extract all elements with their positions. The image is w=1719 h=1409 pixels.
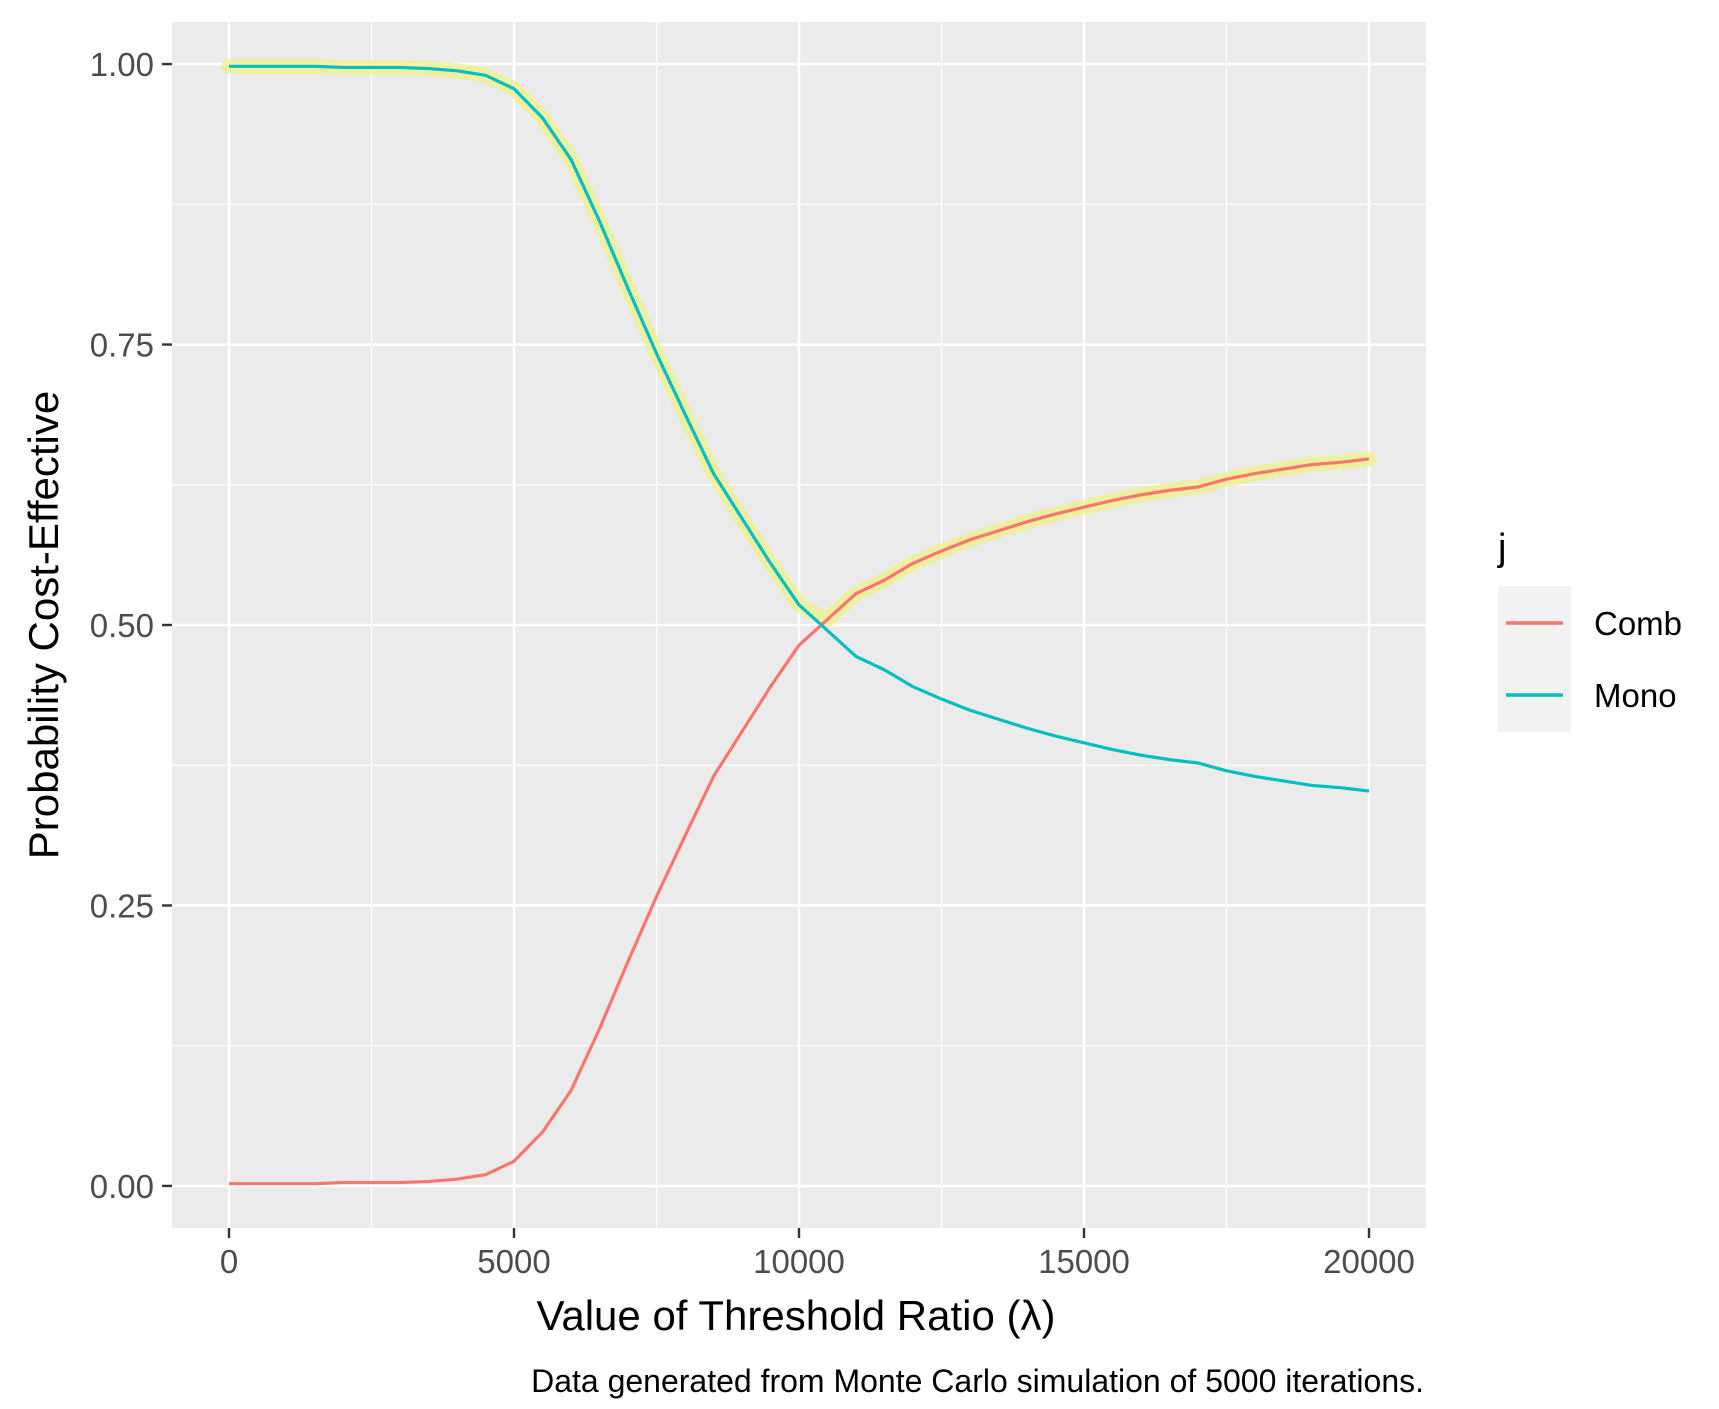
x-tick-label: 5000 (477, 1243, 550, 1280)
chart-caption: Data generated from Monte Carlo simulati… (531, 1363, 1424, 1399)
x-tick-label: 20000 (1323, 1243, 1415, 1280)
y-tick-label: 0.00 (90, 1168, 154, 1205)
y-tick-label: 0.25 (90, 887, 154, 924)
legend[interactable]: j Comb Mono (1497, 527, 1682, 732)
y-axis: 0.00 0.25 0.50 0.75 1.00 (90, 46, 172, 1205)
x-tick-label: 15000 (1038, 1243, 1130, 1280)
series-line-mono (229, 64, 1370, 793)
series-line-comb (229, 457, 1370, 1186)
legend-title: j (1497, 527, 1506, 569)
series-lines (229, 64, 1370, 1186)
y-tick-label: 0.50 (90, 607, 154, 644)
x-axis: 0 5000 10000 15000 20000 (220, 1228, 1415, 1280)
y-axis-title: Probability Cost-Effective (20, 391, 67, 859)
legend-items: Comb Mono (1506, 605, 1682, 714)
y-tick-label: 1.00 (90, 46, 154, 83)
y-tick-label: 0.75 (90, 327, 154, 364)
x-tick-label: 0 (220, 1243, 238, 1280)
legend-label-comb: Comb (1594, 605, 1682, 642)
x-axis-title: Value of Threshold Ratio (λ) (536, 1292, 1055, 1339)
legend-key-background (1498, 586, 1571, 732)
legend-label-mono: Mono (1594, 677, 1677, 714)
x-tick-label: 10000 (753, 1243, 845, 1280)
